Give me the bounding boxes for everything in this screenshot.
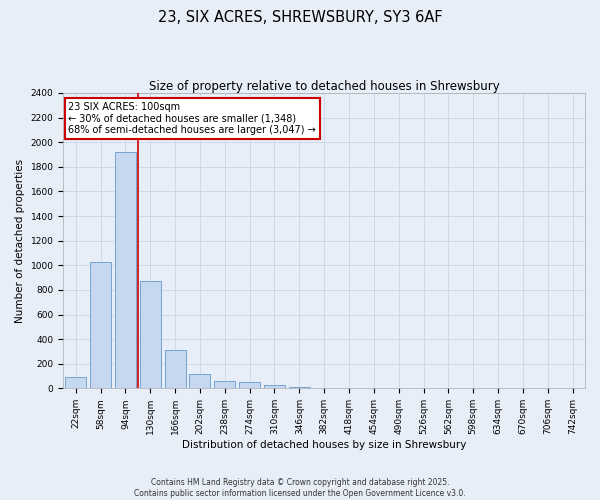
Bar xyxy=(190,374,211,388)
Y-axis label: Number of detached properties: Number of detached properties xyxy=(15,158,25,322)
Bar xyxy=(239,382,260,388)
Bar xyxy=(289,386,310,388)
Text: 23, SIX ACRES, SHREWSBURY, SY3 6AF: 23, SIX ACRES, SHREWSBURY, SY3 6AF xyxy=(158,10,442,25)
Bar xyxy=(90,262,111,388)
Bar xyxy=(140,280,161,388)
Bar xyxy=(214,382,235,388)
Text: 23 SIX ACRES: 100sqm
← 30% of detached houses are smaller (1,348)
68% of semi-de: 23 SIX ACRES: 100sqm ← 30% of detached h… xyxy=(68,102,316,135)
Bar xyxy=(115,152,136,388)
Bar xyxy=(65,378,86,388)
Text: Contains HM Land Registry data © Crown copyright and database right 2025.
Contai: Contains HM Land Registry data © Crown c… xyxy=(134,478,466,498)
Bar xyxy=(164,350,185,389)
X-axis label: Distribution of detached houses by size in Shrewsbury: Distribution of detached houses by size … xyxy=(182,440,466,450)
Title: Size of property relative to detached houses in Shrewsbury: Size of property relative to detached ho… xyxy=(149,80,500,93)
Bar xyxy=(264,384,285,388)
